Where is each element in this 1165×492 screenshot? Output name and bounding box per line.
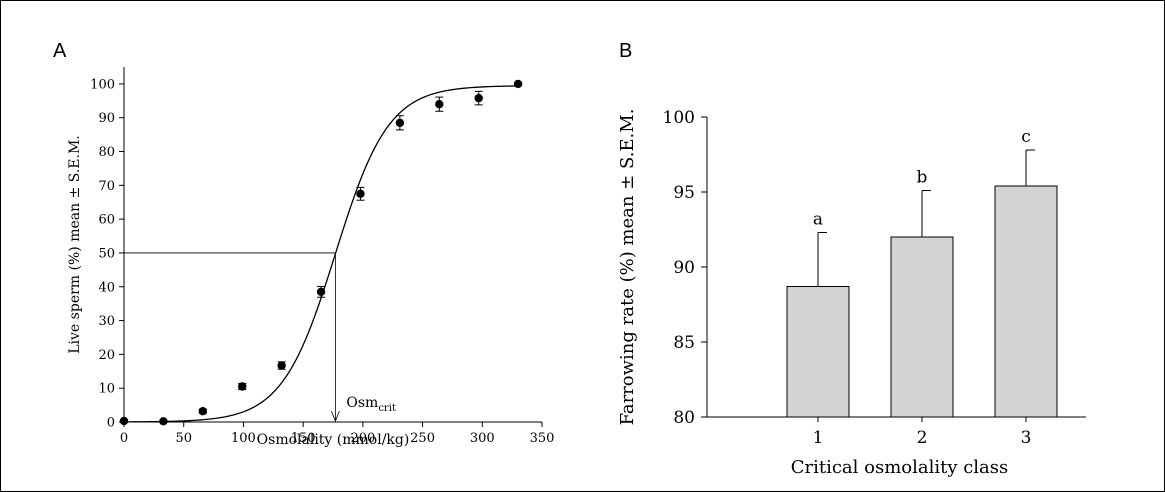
data-point	[513, 79, 523, 89]
x-tick-label: 300	[470, 431, 495, 446]
y-tick-label: 20	[98, 348, 115, 363]
panel-letter-a: A	[53, 40, 67, 62]
x-tick-label: 100	[231, 431, 256, 446]
y-tick-label: 95	[673, 183, 695, 203]
x-tick-label: 2	[917, 428, 928, 448]
y-tick-label: 85	[673, 333, 695, 353]
bar	[890, 236, 954, 418]
data-point	[238, 382, 247, 391]
x-tick-label: 350	[530, 431, 555, 446]
x-tick-label: 150	[291, 431, 316, 446]
y-axis-label: Farrowing rate (%) mean ± S.E.M.	[617, 109, 638, 426]
x-tick-label: 1	[813, 428, 824, 448]
data-point	[356, 189, 365, 198]
data-point	[435, 99, 444, 109]
y-tick-label: 100	[90, 77, 115, 92]
x-tick-label: 3	[1021, 428, 1032, 448]
data-point	[474, 93, 483, 103]
y-tick-label: 90	[98, 111, 115, 126]
significance-letter: a	[813, 210, 823, 230]
y-tick-label: 90	[673, 258, 695, 278]
x-tick-label: 0	[120, 431, 128, 446]
y-tick-label: 10	[98, 382, 115, 397]
y-tick-label: 0	[107, 416, 115, 431]
data-point	[277, 361, 286, 370]
chart-a: A 0 50 100 150 200 250 300 350 0 10 20 30 40 50 60 70 80 9…	[53, 40, 555, 448]
y-tick-label: 80	[98, 145, 115, 160]
y-tick-label: 40	[98, 280, 115, 295]
data-point	[316, 287, 326, 297]
y-tick-label: 70	[98, 179, 115, 194]
bar	[994, 185, 1058, 418]
data-point	[395, 118, 405, 127]
data-point	[198, 406, 208, 416]
x-tick-label: 250	[410, 431, 435, 446]
significance-letter: b	[917, 168, 928, 188]
osm-crit-annotation: Osmcrit	[346, 395, 396, 414]
y-tick-label: 60	[98, 213, 115, 228]
y-tick-label: 30	[98, 314, 115, 329]
data-point	[159, 417, 168, 426]
y-tick-label: 100	[663, 108, 695, 128]
y-axis-label: Live sperm (%) mean ± S.E.M.	[67, 135, 83, 354]
chart-b: B 80 85 90 95 100 a 1 b 2 c 3 Critical osmolality cl…	[617, 40, 1086, 478]
y-tick-label: 50	[98, 246, 115, 261]
x-axis-label: Critical osmolality class	[791, 457, 1009, 478]
data-point	[119, 416, 129, 426]
x-axis-label: Osmolality (mmol/kg)	[257, 432, 410, 448]
panel-letter-b: B	[619, 40, 632, 62]
x-tick-label: 50	[175, 431, 192, 446]
significance-letter: c	[1021, 127, 1031, 147]
x-tick-label: 200	[350, 431, 375, 446]
reference-arrow-head	[331, 410, 340, 423]
bar	[786, 286, 850, 418]
y-tick-label: 80	[673, 408, 695, 428]
fitted-curve	[123, 85, 521, 423]
